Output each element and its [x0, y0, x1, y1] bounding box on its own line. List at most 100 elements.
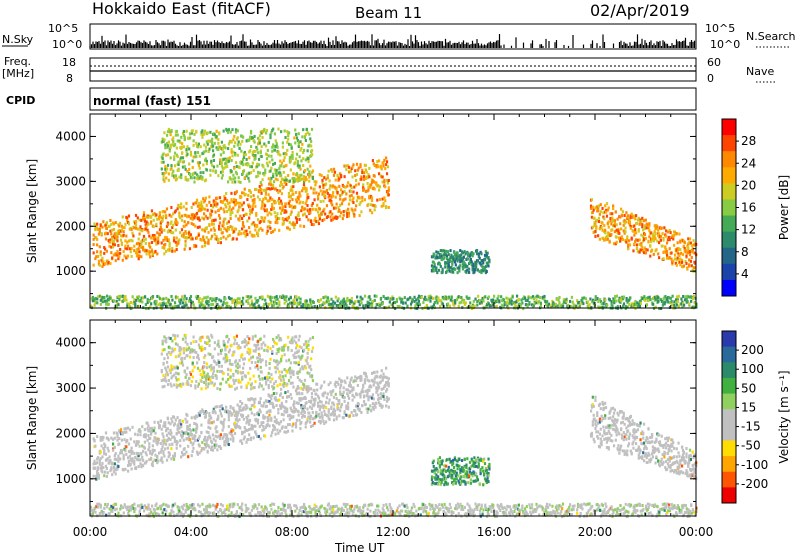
range-gate-cell	[187, 220, 190, 224]
range-gate-cell	[124, 449, 127, 453]
range-gate-cell	[318, 207, 321, 211]
nsky-tick-top-right: 10^5	[705, 22, 735, 35]
range-gate-cell	[95, 236, 98, 240]
range-gate-cell	[647, 226, 650, 230]
range-gate-cell	[613, 301, 616, 305]
range-gate-cell	[245, 404, 248, 408]
range-gate-cell	[153, 426, 156, 430]
range-gate-cell	[435, 299, 438, 303]
range-gate-cell	[350, 300, 353, 304]
range-gate-cell	[680, 258, 684, 262]
range-gate-cell	[599, 203, 602, 207]
range-gate-cell	[274, 139, 277, 143]
range-gate-cell	[303, 169, 307, 173]
range-gate-cell	[263, 209, 267, 213]
range-gate-cell	[167, 455, 170, 459]
range-gate-cell	[139, 462, 142, 466]
range-gate-cell	[356, 295, 359, 299]
range-gate-cell	[270, 183, 273, 187]
range-gate-cell	[226, 180, 230, 184]
range-gate-cell	[294, 178, 297, 182]
range-gate-cell	[199, 145, 202, 149]
range-gate-cell	[300, 159, 303, 163]
range-gate-cell	[416, 303, 420, 307]
range-gate-cell	[181, 142, 184, 146]
range-gate-cell	[110, 467, 113, 471]
range-gate-cell	[273, 161, 277, 165]
range-gate-cell	[170, 417, 173, 421]
range-gate-cell	[325, 299, 329, 303]
range-gate-cell	[164, 447, 167, 451]
range-gate-cell	[460, 300, 463, 304]
range-gate-cell	[190, 176, 193, 180]
range-gate-cell	[166, 223, 169, 227]
range-gate-cell	[588, 303, 591, 307]
range-gate-cell	[242, 155, 246, 159]
range-gate-cell	[179, 159, 182, 163]
range-gate-cell	[111, 437, 115, 441]
range-gate-cell	[668, 255, 671, 259]
range-gate-cell	[286, 429, 290, 433]
range-gate-cell	[149, 215, 153, 219]
range-gate-cell	[162, 435, 165, 439]
range-gate-cell	[165, 176, 168, 180]
range-gate-cell	[97, 232, 101, 236]
range-gate-cell	[171, 298, 174, 302]
range-gate-cell	[633, 242, 636, 246]
range-gate-cell	[234, 151, 237, 155]
range-gate-cell	[171, 249, 174, 253]
nsky-panel	[89, 23, 697, 50]
range-gate-cell	[174, 228, 177, 232]
range-gate-cell	[272, 303, 276, 307]
range-gate-cell	[165, 296, 168, 300]
range-gate-cell	[189, 216, 192, 220]
range-gate-cell	[181, 145, 184, 149]
range-gate-cell	[643, 246, 647, 250]
range-gate-cell	[453, 267, 457, 271]
range-gate-cell	[369, 185, 372, 189]
range-gate-cell	[166, 167, 169, 171]
range-gate-cell	[332, 194, 335, 198]
range-gate-cell	[321, 210, 324, 214]
range-gate-cell	[244, 153, 247, 157]
range-gate-cell	[612, 297, 615, 301]
range-gate-cell	[285, 399, 288, 403]
beam-label: Beam 11	[355, 4, 422, 22]
range-gate-cell	[101, 296, 104, 300]
range-gate-cell	[377, 188, 381, 192]
range-gate-cell	[105, 474, 108, 478]
range-gate-cell	[195, 155, 198, 159]
range-gate-cell	[164, 210, 167, 214]
range-gate-cell	[238, 146, 241, 150]
range-gate-cell	[215, 297, 218, 301]
range-gate-cell	[651, 232, 655, 236]
range-gate-cell	[108, 224, 111, 228]
range-gate-cell	[155, 459, 158, 463]
range-gate-cell	[158, 214, 162, 218]
range-gate-cell	[239, 399, 242, 403]
range-gate-cell	[444, 265, 447, 269]
range-gate-cell	[381, 175, 384, 179]
range-gate-cell	[257, 174, 260, 178]
range-gate-cell	[378, 304, 382, 308]
range-gate-cell	[387, 193, 390, 197]
range-gate-cell	[662, 236, 665, 240]
range-gate-cell	[101, 438, 104, 442]
range-gate-cell	[195, 235, 199, 239]
range-gate-cell	[316, 203, 319, 207]
range-gate-cell	[208, 445, 211, 449]
range-gate-cell	[619, 300, 622, 304]
range-gate-cell	[675, 258, 678, 262]
range-gate-cell	[278, 217, 281, 221]
range-gate-cell	[114, 252, 117, 256]
range-gate-cell	[329, 215, 332, 219]
range-gate-cell	[148, 445, 151, 449]
range-gate-cell	[612, 218, 615, 222]
range-gate-cell	[117, 464, 120, 468]
range-gate-cell	[401, 301, 405, 305]
range-gate-cell	[282, 185, 285, 189]
range-gate-cell	[105, 299, 109, 303]
range-gate-cell	[92, 474, 95, 478]
range-gate-cell	[230, 150, 233, 154]
range-gate-cell	[613, 221, 617, 225]
